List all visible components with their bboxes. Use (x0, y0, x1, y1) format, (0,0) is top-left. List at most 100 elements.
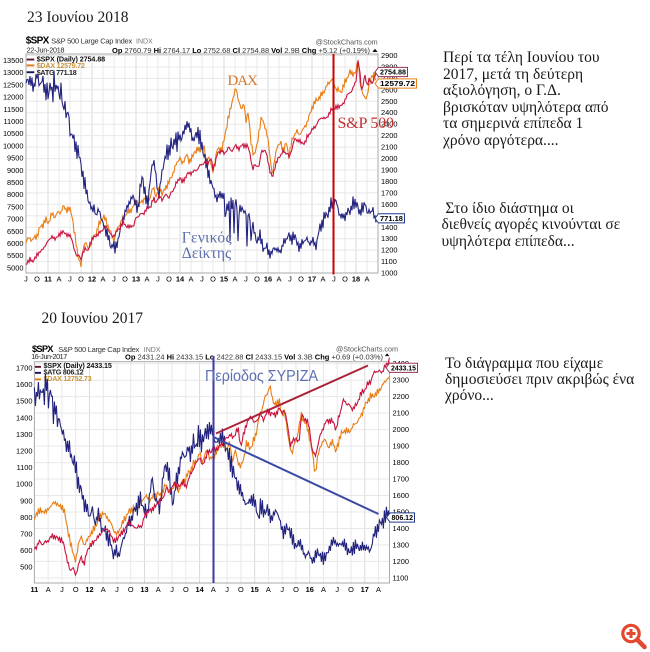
svg-text:1700: 1700 (381, 188, 397, 197)
svg-text:16: 16 (264, 275, 272, 284)
svg-text:$ATG 806.12: $ATG 806.12 (44, 368, 84, 377)
svg-text:O: O (128, 585, 134, 594)
svg-text:A: A (145, 275, 150, 284)
svg-text:2100: 2100 (381, 143, 397, 152)
svg-text:1900: 1900 (381, 166, 397, 175)
svg-text:$DAX 12752.73: $DAX 12752.73 (44, 374, 92, 383)
svg-text:2200: 2200 (393, 392, 409, 401)
svg-text:O: O (34, 275, 40, 284)
svg-text:14: 14 (195, 585, 204, 594)
svg-text:A: A (156, 585, 161, 594)
svg-text:Περίοδος ΣΥΡΙΖΑ: Περίοδος ΣΥΡΙΖΑ (205, 368, 319, 385)
svg-text:8000: 8000 (7, 190, 23, 199)
svg-text:1700: 1700 (393, 475, 409, 484)
svg-text:J: J (280, 585, 284, 594)
svg-text:O: O (183, 585, 189, 594)
svg-text:A: A (277, 275, 282, 284)
svg-text:1600: 1600 (393, 491, 409, 500)
svg-text:2500: 2500 (381, 97, 397, 106)
svg-text:7500: 7500 (7, 202, 23, 211)
svg-text:J: J (244, 275, 248, 284)
svg-text:13000: 13000 (3, 68, 24, 77)
svg-text:$DAX 12579.72: $DAX 12579.72 (37, 61, 85, 70)
svg-text:J: J (24, 275, 28, 284)
svg-text:5500: 5500 (7, 251, 23, 260)
svg-text:J: J (225, 585, 229, 594)
svg-text:1200: 1200 (16, 447, 32, 456)
svg-text:S&P 500 Large Cap Index: S&P 500 Large Cap Index (51, 37, 132, 46)
svg-text:1000: 1000 (381, 269, 397, 278)
svg-text:12000: 12000 (3, 93, 24, 102)
svg-text:1100: 1100 (381, 257, 397, 266)
svg-text:1000: 1000 (16, 480, 32, 489)
svg-text:DAX: DAX (228, 73, 259, 89)
svg-text:1500: 1500 (393, 508, 409, 517)
svg-text:J: J (115, 585, 119, 594)
svg-text:2754.88: 2754.88 (380, 68, 406, 77)
svg-text:Op 2431.24 Hi 2433.15 Lo 2422.: Op 2431.24 Hi 2433.15 Lo 2422.88 Cl 2433… (125, 352, 384, 361)
svg-text:O: O (293, 585, 299, 594)
svg-text:771.18: 771.18 (380, 214, 403, 223)
svg-text:J: J (156, 275, 160, 284)
svg-text:16: 16 (306, 585, 314, 594)
svg-text:12579.72: 12579.72 (380, 79, 415, 88)
svg-text:2900: 2900 (381, 51, 397, 60)
svg-text:A: A (211, 585, 216, 594)
svg-text:O: O (210, 275, 216, 284)
svg-text:@StockCharts.com: @StockCharts.com (336, 345, 398, 354)
svg-text:700: 700 (20, 530, 32, 539)
svg-text:A: A (266, 585, 271, 594)
svg-text:6000: 6000 (7, 239, 23, 248)
svg-text:1400: 1400 (393, 524, 409, 533)
svg-text:$SPX: $SPX (32, 344, 54, 354)
svg-text:11000: 11000 (3, 117, 23, 126)
svg-text:1200: 1200 (381, 246, 397, 255)
svg-text:A: A (233, 275, 238, 284)
svg-text:13500: 13500 (3, 56, 24, 65)
svg-text:2300: 2300 (381, 120, 397, 129)
svg-text:7000: 7000 (7, 215, 23, 224)
svg-text:A: A (57, 275, 62, 284)
svg-text:800: 800 (20, 513, 32, 522)
svg-text:9500: 9500 (7, 154, 23, 163)
svg-text:5000: 5000 (7, 263, 23, 272)
svg-text:15: 15 (220, 275, 228, 284)
svg-text:O: O (238, 585, 244, 594)
svg-text:Γενικός: Γενικός (182, 230, 232, 247)
svg-text:O: O (342, 275, 348, 284)
svg-text:1700: 1700 (16, 364, 32, 373)
svg-text:1300: 1300 (381, 234, 397, 243)
svg-text:J: J (288, 275, 292, 284)
svg-text:1300: 1300 (16, 430, 32, 439)
svg-text:A: A (101, 585, 106, 594)
svg-text:$SPX (Daily) 2433.15: $SPX (Daily) 2433.15 (44, 361, 112, 370)
svg-text:A: A (365, 275, 370, 284)
svg-text:2400: 2400 (381, 108, 397, 117)
svg-text:2000: 2000 (381, 154, 397, 163)
svg-text:J: J (112, 275, 116, 284)
svg-text:O: O (348, 585, 354, 594)
svg-text:15: 15 (251, 585, 259, 594)
svg-text:806.12: 806.12 (392, 513, 414, 522)
svg-text:2000: 2000 (393, 425, 409, 434)
svg-text:1600: 1600 (381, 200, 397, 209)
svg-text:17: 17 (361, 585, 369, 594)
svg-text:9000: 9000 (7, 166, 23, 175)
svg-text:A: A (321, 585, 326, 594)
svg-text:12: 12 (85, 585, 93, 594)
svg-text:16-Jun-2017: 16-Jun-2017 (31, 352, 67, 361)
svg-text:S&P 500 Large Cap Index: S&P 500 Large Cap Index (58, 345, 139, 354)
svg-text:A: A (376, 585, 381, 594)
svg-text:J: J (60, 585, 64, 594)
svg-text:S&P 500: S&P 500 (338, 115, 395, 132)
svg-text:1400: 1400 (381, 223, 397, 232)
svg-text:1300: 1300 (393, 540, 409, 549)
svg-text:1800: 1800 (393, 458, 409, 467)
svg-text:Op 2760.79 Hi 2764.17 Lo 2752.: Op 2760.79 Hi 2764.17 Lo 2752.68 Cl 2754… (112, 46, 371, 55)
svg-text:11: 11 (30, 585, 38, 594)
svg-text:12: 12 (88, 275, 96, 284)
svg-text:J: J (335, 585, 339, 594)
svg-text:INDX: INDX (144, 347, 161, 354)
svg-text:A: A (46, 585, 51, 594)
svg-text:11: 11 (44, 275, 52, 284)
